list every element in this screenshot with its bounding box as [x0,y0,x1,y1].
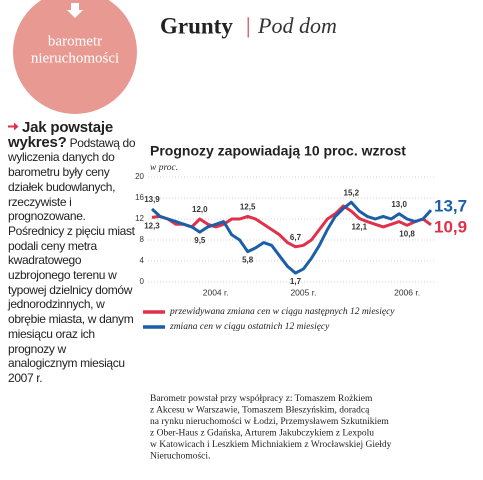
section-subtitle: Pod dom [257,13,337,38]
series-line [150,200,433,275]
y-tick-label: 12 [135,214,144,223]
y-tick-label: 16 [135,193,144,202]
section-separator: | [246,13,250,38]
value-label: 12,5 [240,202,256,211]
value-label: 5,8 [242,256,254,265]
x-tick-label: 2004 r. [203,287,229,297]
value-label: 13,0 [391,200,407,209]
sidebar-heading: Jak powstaje wykres? [8,119,113,151]
footer-line: na rynku nieruchomości w Łodzi, Przemysł… [150,417,389,427]
footer-line: Barometr powstał przy współpracy z: Toma… [150,394,373,404]
value-label: 12,0 [192,205,208,214]
footer-line: z Ober-Haus z Gdańska, Arturem Jakubczyk… [150,429,374,439]
footer-line: Nieruchomości. [150,452,210,462]
footer-line: w Katowicach i Leszkiem Michniakiem z Wr… [150,440,392,450]
y-tick-label: 4 [140,256,145,265]
badge-circle [13,0,137,114]
bullet-arrow [8,122,19,131]
x-tick-label: 2005 r. [290,287,316,297]
value-label: 10,8 [399,229,415,238]
legend-label: przewidywana zmiana cen w ciągu następny… [169,307,395,317]
y-tick-label: 20 [135,172,144,181]
badge-arrow [67,3,83,18]
y-tick-label: 8 [140,235,145,244]
value-label: 12,1 [351,223,367,232]
value-label: 13,9 [144,195,160,204]
value-label: 15,2 [344,188,360,197]
end-value-label: 10,9 [434,217,467,236]
x-tick-label: 2006 r. [394,287,420,297]
end-value-label: 13,7 [434,197,467,216]
value-label: 9,5 [194,236,206,245]
series-line [151,204,432,249]
value-label: 1,7 [290,277,302,286]
legend-label: zmiana cen w ciągu ostatnich 12 miesięcy [169,322,330,332]
y-axis-label: w proc. [150,163,178,173]
badge-text: nieruchomości [31,50,119,66]
value-label: 6,7 [290,233,302,242]
section-title: Grunty [160,13,233,38]
chart-title: Prognozy zapowiadają 10 proc. wzrost [150,143,406,159]
value-label: 12,3 [144,222,160,231]
y-tick-label: 0 [140,277,145,286]
sidebar-body: Podstawą do wyliczenia danych do baromet… [8,135,136,385]
badge-text: barometr [48,33,102,49]
sidebar: Jak powstaje wykres? Podstawą do wylicze… [8,119,138,386]
footer-line: z Akcesu w Warszawie, Tomaszem Błeszyńsk… [150,406,370,416]
